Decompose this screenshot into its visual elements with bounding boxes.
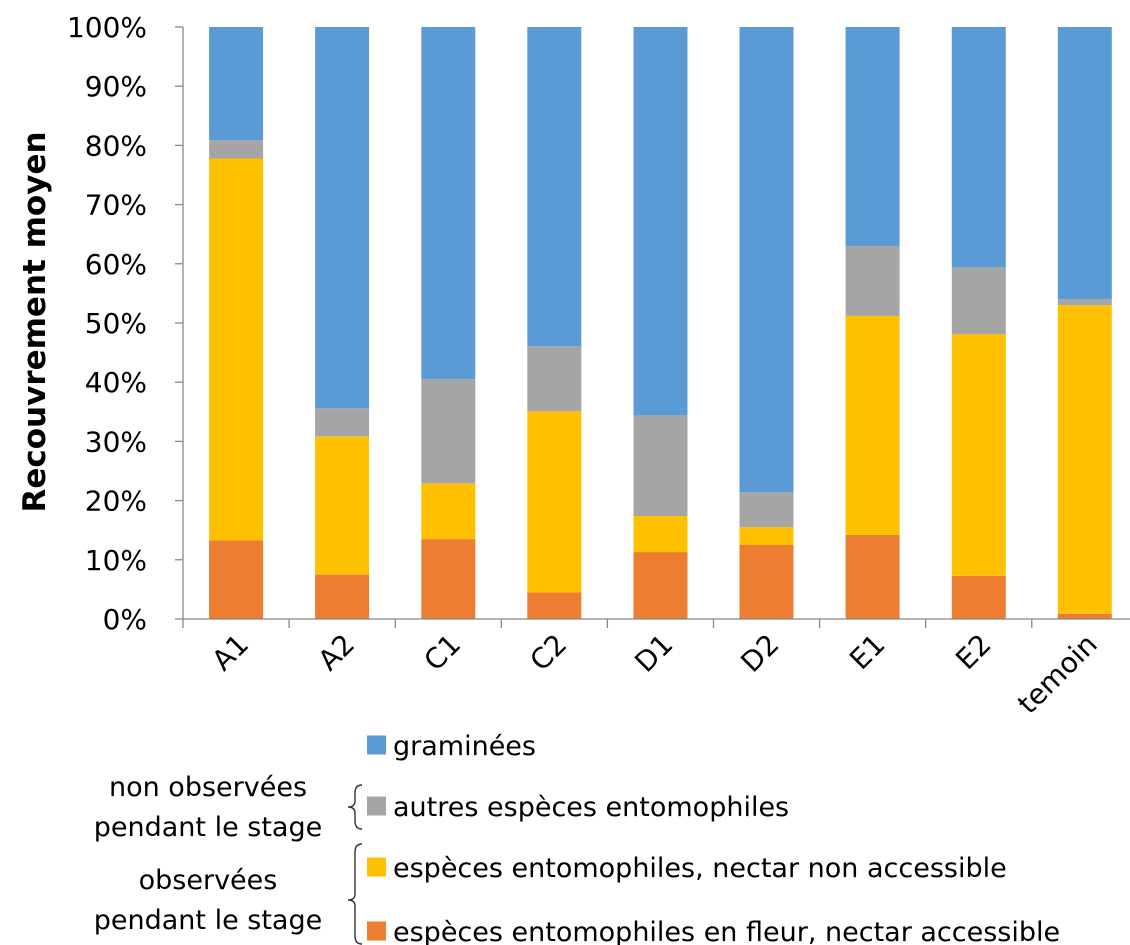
bar-E1-series-2 bbox=[845, 246, 900, 316]
bar-temoin-series-1 bbox=[1057, 305, 1112, 614]
legend-swatch bbox=[367, 735, 386, 755]
legend-label: espèces entomophiles, nectar non accessi… bbox=[393, 853, 1007, 884]
bar-temoin-series-2 bbox=[1057, 299, 1112, 306]
legend-group-label: pendant le stage bbox=[94, 812, 322, 843]
y-axis-label: Recouvrement moyen bbox=[17, 131, 53, 512]
legend-group-label: pendant le stage bbox=[94, 905, 322, 936]
bar-A1-series-1 bbox=[209, 158, 264, 541]
bar-D1-series-3 bbox=[633, 27, 688, 416]
bars-layer bbox=[209, 27, 1112, 619]
bar-D1-series-1 bbox=[633, 516, 688, 553]
y-tick-label: 100% bbox=[67, 11, 147, 44]
legend-label: autres espèces entomophiles bbox=[393, 792, 789, 823]
bar-C1-series-1 bbox=[421, 483, 476, 539]
bar-C1-series-2 bbox=[421, 379, 476, 484]
y-tick-label: 30% bbox=[85, 425, 147, 458]
x-tick-label: E1 bbox=[843, 628, 891, 676]
bar-E2-series-1 bbox=[951, 334, 1006, 576]
bar-E1-series-3 bbox=[845, 27, 900, 246]
legend-swatch bbox=[367, 796, 386, 816]
bar-E1-series-1 bbox=[845, 315, 900, 535]
bar-temoin-series-3 bbox=[1057, 27, 1112, 300]
y-tick-label: 70% bbox=[85, 189, 147, 222]
legend: graminées autres espèces entomophiles espè… bbox=[94, 731, 1060, 945]
legend-label: graminées bbox=[393, 731, 536, 762]
x-tick-label: C2 bbox=[524, 628, 574, 678]
bar-C1-series-3 bbox=[421, 27, 476, 380]
bar-E1-series-0 bbox=[845, 534, 900, 619]
bar-D2-series-2 bbox=[739, 492, 794, 528]
bar-C2-series-1 bbox=[527, 411, 582, 593]
axes-layer bbox=[175, 26, 1130, 628]
y-tick-label: 80% bbox=[85, 129, 147, 162]
bar-D1-series-0 bbox=[633, 552, 688, 619]
legend-swatch bbox=[367, 857, 386, 877]
bar-C2-series-2 bbox=[527, 346, 582, 412]
x-tick-label: E2 bbox=[949, 628, 997, 676]
legend-group-brace bbox=[347, 784, 363, 830]
legend-group-brace bbox=[347, 843, 363, 945]
bar-A1-series-3 bbox=[209, 27, 264, 141]
bar-A2-series-1 bbox=[315, 436, 370, 575]
bar-C2-series-3 bbox=[527, 27, 582, 347]
y-tick-label: 20% bbox=[85, 485, 147, 518]
y-tick-label: 90% bbox=[85, 70, 147, 103]
bar-A2-series-3 bbox=[315, 27, 370, 409]
bar-D2-series-1 bbox=[739, 527, 794, 545]
bar-D2-series-0 bbox=[739, 545, 794, 619]
x-tick-label: C1 bbox=[417, 628, 467, 678]
y-tick-label: 10% bbox=[85, 544, 147, 577]
bar-D2-series-3 bbox=[739, 27, 794, 493]
bar-C2-series-0 bbox=[527, 592, 582, 619]
bar-E2-series-0 bbox=[951, 575, 1006, 619]
legend-group-label: observées bbox=[139, 865, 278, 896]
x-tick-label: D2 bbox=[734, 628, 785, 679]
legend-swatch bbox=[367, 921, 386, 941]
x-tick-label: D1 bbox=[628, 628, 679, 679]
y-tick-label: 50% bbox=[85, 307, 147, 340]
bar-D1-series-2 bbox=[633, 415, 688, 516]
bar-A1-series-2 bbox=[209, 140, 264, 159]
bar-E2-series-2 bbox=[951, 267, 1006, 335]
legend-label: espèces entomophiles en fleur, nectar ac… bbox=[393, 917, 1060, 945]
bar-A1-series-0 bbox=[209, 540, 264, 619]
x-tick-label: temoin bbox=[1011, 628, 1104, 721]
bar-E2-series-3 bbox=[951, 27, 1006, 268]
x-tick-label: A1 bbox=[206, 628, 255, 677]
y-tick-label: 0% bbox=[103, 603, 147, 636]
y-tick-label: 40% bbox=[85, 366, 147, 399]
bar-C1-series-0 bbox=[421, 539, 476, 619]
bar-A2-series-2 bbox=[315, 408, 370, 437]
legend-group-label: non observées bbox=[109, 772, 307, 803]
bar-A2-series-0 bbox=[315, 574, 370, 619]
bar-temoin-series-0 bbox=[1057, 613, 1112, 619]
y-tick-label: 60% bbox=[85, 248, 147, 281]
x-tick-label: A2 bbox=[312, 628, 361, 677]
